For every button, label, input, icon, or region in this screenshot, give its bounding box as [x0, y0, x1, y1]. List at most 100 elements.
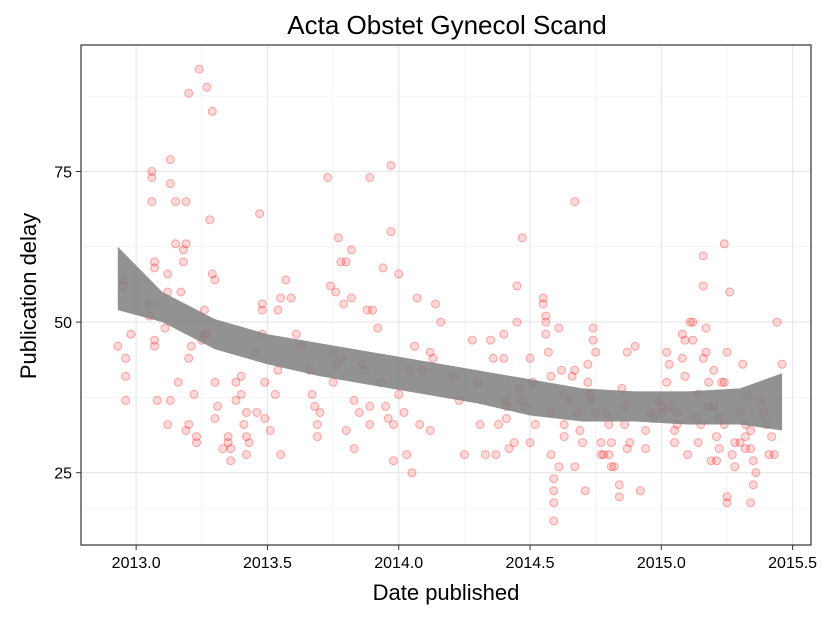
- data-point: [614, 492, 624, 502]
- data-point: [315, 408, 325, 417]
- data-point: [184, 88, 194, 98]
- data-point: [517, 233, 527, 243]
- data-point: [365, 173, 375, 182]
- data-point: [252, 408, 262, 417]
- data-point: [389, 420, 398, 429]
- data-point: [701, 323, 711, 333]
- data-point: [394, 389, 404, 399]
- data-point: [554, 323, 564, 333]
- data-point: [213, 401, 222, 411]
- data-point: [415, 420, 425, 429]
- data-point: [777, 359, 787, 369]
- data-point: [257, 305, 267, 315]
- data-point: [570, 197, 580, 207]
- data-point: [580, 486, 590, 496]
- data-point: [378, 263, 388, 273]
- data-point: [207, 269, 217, 279]
- data-point: [210, 377, 220, 387]
- data-point: [635, 486, 645, 496]
- data-point: [349, 395, 359, 405]
- data-point: [559, 432, 569, 442]
- data-point: [719, 377, 729, 387]
- data-point: [685, 317, 695, 327]
- data-point: [664, 359, 674, 369]
- data-point: [525, 353, 535, 363]
- data-point: [194, 64, 204, 74]
- data-point: [499, 353, 509, 363]
- data-point: [260, 377, 270, 387]
- data-point: [226, 456, 236, 466]
- data-point: [746, 498, 756, 508]
- data-point: [559, 420, 569, 429]
- data-point: [575, 426, 585, 435]
- data-point: [512, 317, 522, 327]
- data-point: [772, 317, 782, 327]
- data-point: [541, 311, 551, 321]
- data-point: [543, 347, 553, 357]
- data-point: [147, 167, 157, 176]
- x-tick-label: 2015.0: [637, 555, 686, 572]
- data-point: [326, 281, 335, 291]
- data-point: [704, 377, 714, 387]
- x-axis-title: Date published: [373, 580, 520, 605]
- data-point: [205, 215, 215, 225]
- data-point: [722, 347, 732, 357]
- data-point: [270, 389, 280, 399]
- data-point: [410, 341, 419, 351]
- data-point: [354, 408, 364, 417]
- data-point: [189, 389, 199, 399]
- y-axis-title: Publication delay: [16, 213, 41, 379]
- data-point: [223, 432, 233, 442]
- data-point: [368, 305, 377, 315]
- data-point: [150, 257, 159, 267]
- data-point: [570, 462, 580, 472]
- data-point: [210, 414, 220, 423]
- data-point: [331, 287, 341, 297]
- data-point: [173, 377, 183, 387]
- data-point: [178, 257, 188, 267]
- data-point: [257, 299, 267, 309]
- data-point: [727, 450, 737, 460]
- data-point: [339, 299, 349, 309]
- data-point: [591, 347, 601, 357]
- data-point: [662, 377, 672, 387]
- data-point: [549, 486, 559, 496]
- data-point: [583, 377, 593, 387]
- data-point: [748, 456, 758, 466]
- data-point: [202, 82, 212, 92]
- data-point: [231, 377, 241, 387]
- data-point: [291, 329, 301, 339]
- data-point: [557, 365, 566, 375]
- data-point: [459, 450, 469, 460]
- data-point: [641, 444, 651, 454]
- smooth-band: [117, 246, 783, 431]
- data-point: [677, 329, 687, 339]
- data-point: [698, 281, 708, 291]
- data-point: [698, 353, 708, 363]
- data-point: [740, 432, 750, 442]
- data-point: [504, 444, 514, 454]
- y-tick-label: 25: [54, 466, 72, 483]
- data-point: [186, 341, 196, 351]
- data-point: [596, 438, 606, 448]
- confidence-band: [117, 246, 783, 431]
- data-point: [525, 438, 535, 448]
- data-point: [171, 239, 180, 249]
- data-point: [730, 438, 740, 448]
- data-point: [365, 401, 375, 411]
- data-point: [236, 389, 246, 399]
- data-point: [549, 474, 559, 484]
- data-point: [512, 281, 522, 291]
- data-point: [178, 245, 188, 255]
- data-point: [712, 432, 721, 442]
- data-point: [386, 161, 396, 170]
- data-point: [662, 347, 672, 357]
- data-point: [425, 347, 435, 357]
- data-point: [625, 438, 635, 448]
- data-point: [722, 492, 732, 502]
- data-point: [722, 498, 732, 508]
- data-point: [207, 106, 217, 116]
- data-point: [113, 341, 123, 351]
- data-point: [501, 414, 511, 423]
- data-point: [260, 414, 270, 423]
